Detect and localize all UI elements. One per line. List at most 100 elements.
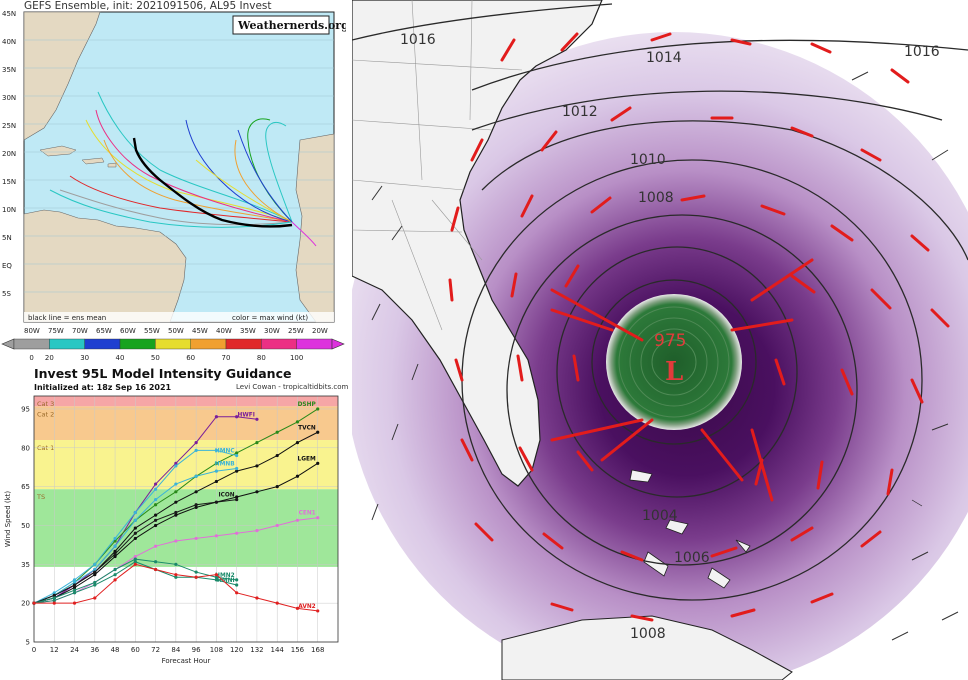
svg-text:35W: 35W (240, 327, 256, 335)
colorbar-arrow-left (1, 338, 15, 350)
category-band (34, 489, 338, 567)
series-point (93, 573, 97, 577)
watermark-box (232, 15, 330, 35)
series-point (133, 560, 137, 564)
x-tick-label: 108 (210, 646, 223, 654)
series-point (72, 580, 77, 585)
series-label: HMNB (215, 462, 235, 468)
series-point (316, 461, 320, 465)
category-label: Cat 2 (37, 410, 54, 418)
y-tick-label: 35 (21, 561, 30, 569)
series-label: HMNC (215, 449, 235, 455)
series-point (235, 451, 239, 455)
colorbar-label: 70 (222, 354, 231, 362)
series-point (235, 453, 239, 458)
intensity-guidance-panel: Cat 3 Cat 2 Cat 1 TS 5 20 35 50 65 80 95 0 12 24 36 48 6… (0, 364, 348, 680)
svg-text:55W: 55W (144, 327, 160, 335)
track-note-left: black line = ens mean (28, 314, 106, 322)
x-tick-label: 168 (311, 646, 324, 654)
colorbar-label: 80 (257, 354, 266, 362)
series-label: HMNI (217, 578, 235, 584)
series-label: ICON (218, 493, 234, 499)
series-point (52, 596, 56, 600)
series-point (275, 523, 279, 528)
series-point (93, 596, 97, 600)
svg-text:65W: 65W (96, 327, 112, 335)
series-point (295, 606, 300, 610)
series-point (113, 544, 117, 548)
series-point (214, 415, 218, 419)
series-point (174, 482, 178, 486)
svg-text:15N: 15N (2, 178, 16, 186)
x-tick-label: 48 (111, 646, 120, 654)
series-point (113, 554, 117, 559)
series-label: TVCN (298, 425, 316, 431)
black-wind-barbs (371, 71, 959, 641)
watermark-text: Weathernerds.org (237, 19, 346, 32)
bermuda-isle (911, 499, 923, 507)
y-tick-label: 80 (21, 444, 30, 452)
colorbar-swatch (261, 338, 297, 350)
y-tick-label: 95 (21, 405, 30, 413)
svg-text:30N: 30N (2, 94, 16, 102)
series-point (235, 591, 239, 595)
storm-core (606, 294, 742, 430)
series-point (133, 510, 137, 515)
series-point (72, 583, 77, 587)
series-point (154, 523, 158, 528)
series-point (214, 448, 218, 452)
series-point (72, 601, 77, 605)
series-point (235, 497, 239, 502)
svg-text:1006: 1006 (674, 550, 710, 566)
colorbar-swatch (296, 338, 333, 350)
svg-text:1004: 1004 (642, 508, 678, 524)
series-point (133, 536, 137, 541)
colorbar-swatch (84, 338, 121, 350)
series-label: DSHP (298, 402, 317, 408)
svg-text:40N: 40N (2, 38, 16, 46)
series-point (316, 609, 320, 613)
series-point (235, 583, 239, 587)
colorbar-label: 30 (80, 354, 89, 362)
series-point (133, 557, 137, 561)
series-point (154, 544, 158, 548)
svg-text:30W: 30W (264, 327, 280, 335)
series-point (255, 596, 259, 600)
track-map: Weathernerds.org black line = ens mean c… (2, 10, 346, 335)
series-point (255, 490, 259, 494)
colorbar-label: 100 (290, 354, 303, 362)
series-point (194, 490, 198, 494)
synoptic-map: 1016 1016 1014 1012 1010 1008 1006 1004 … (352, 0, 968, 680)
series-point (52, 601, 56, 605)
colorbar-swatch (13, 338, 50, 350)
x-tick-label: 36 (90, 646, 99, 654)
series-point (113, 573, 117, 577)
series-point (72, 586, 77, 590)
series-point (194, 536, 198, 541)
series-point (235, 531, 239, 535)
x-tick-label: 0 (32, 646, 36, 654)
x-axis-label: Forecast Hour (162, 657, 211, 665)
wind-barbs (448, 32, 950, 622)
ensemble-track-panel: Weathernerds.org black line = ens mean c… (0, 0, 346, 338)
series-point (235, 466, 239, 471)
state-borders (352, 0, 523, 331)
series-point (316, 516, 320, 520)
svg-text:25N: 25N (2, 122, 16, 130)
svg-text:70W: 70W (72, 327, 88, 335)
x-tick-label: 72 (151, 646, 160, 654)
series-point (295, 518, 300, 522)
colorbar-label: 40 (116, 354, 125, 362)
svg-text:10N: 10N (2, 206, 16, 214)
plot-frame (33, 395, 339, 643)
series-point (93, 583, 97, 587)
series-point (295, 420, 300, 424)
series-point (174, 510, 178, 515)
series-point (113, 567, 117, 572)
colorbar-label: 20 (45, 354, 54, 362)
series-point (113, 552, 117, 556)
svg-text:20W: 20W (312, 327, 328, 335)
series-point (154, 497, 158, 502)
svg-text:75W: 75W (48, 327, 64, 335)
